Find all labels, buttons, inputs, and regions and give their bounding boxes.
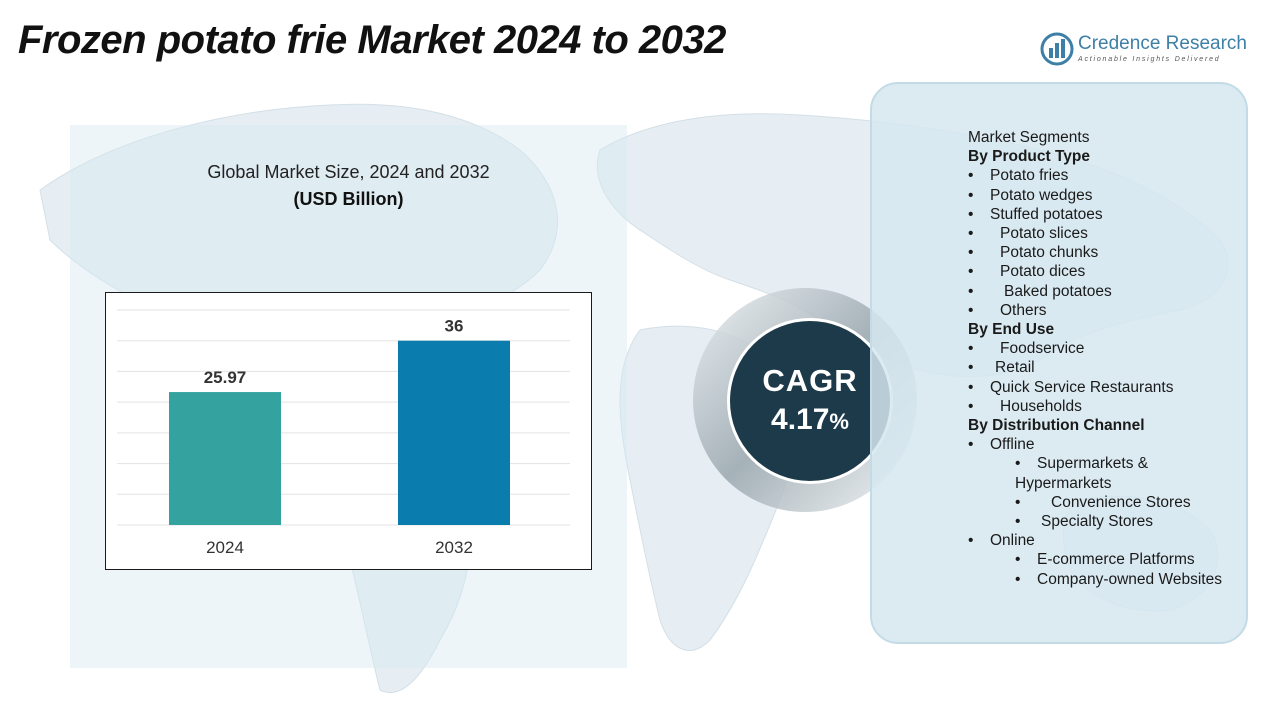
segments-list: Market Segments By Product Type • Potato f…: [968, 128, 1248, 589]
category-label-2024: 2024: [206, 538, 244, 557]
segment-item-label: Potato slices: [1000, 225, 1088, 243]
bullet-icon: •: [968, 167, 974, 185]
segment-item: • Baked potatoes: [968, 282, 1248, 301]
chart-panel: Global Market Size, 2024 and 2032 (USD B…: [70, 125, 627, 668]
segment-item: • Potato fries: [968, 166, 1248, 185]
segment-item: • Potato wedges: [968, 186, 1248, 205]
segment-subitem: • Company-owned Websites: [968, 570, 1230, 589]
segment-item-label: Offline: [990, 436, 1035, 454]
segment-subitem: • Convenience Stores: [968, 493, 1230, 512]
value-label-2032: 36: [445, 317, 464, 336]
bullet-icon: •: [968, 340, 974, 358]
segment-item-label: Households: [1000, 397, 1082, 415]
bullet-icon: •: [1015, 570, 1021, 588]
brand-logo: Credence Research Actionable Insights De…: [1040, 30, 1255, 70]
segment-subitem: • Specialty Stores: [968, 512, 1230, 531]
segment-item-label: Specialty Stores: [1041, 513, 1153, 531]
segment-item: • Online: [968, 531, 1248, 550]
segment-item: • Foodservice: [968, 339, 1248, 358]
segment-item-label: Others: [1000, 301, 1047, 319]
bullet-icon: •: [968, 186, 974, 204]
segment-item: • Potato dices: [968, 262, 1248, 281]
bullet-icon: •: [968, 378, 974, 396]
segment-item: • Potato slices: [968, 224, 1248, 243]
bullet-icon: •: [968, 244, 974, 262]
bullet-icon: •: [968, 225, 974, 243]
segment-item-label: Retail: [995, 359, 1035, 377]
segments-header: Market Segments: [968, 129, 1090, 146]
segment-item: • Stuffed potatoes: [968, 205, 1248, 224]
segment-subitem: • E-commerce Platforms: [968, 550, 1230, 569]
bullet-icon: •: [968, 532, 974, 550]
cagr-number: 4.17: [771, 403, 830, 436]
bar-chart: 25.97 36 2024 2032: [105, 292, 592, 570]
segment-item-label: Potato wedges: [990, 186, 1093, 204]
segment-item-label: Stuffed potatoes: [990, 205, 1103, 223]
cagr-percent: %: [829, 409, 849, 434]
segment-subitem: • Supermarkets & Hypermarkets: [968, 454, 1230, 492]
logo-tagline: Actionable Insights Delivered: [1078, 56, 1221, 63]
bars: [169, 340, 510, 525]
bullet-icon: •: [968, 282, 974, 300]
segment-item: • Offline: [968, 435, 1248, 454]
segment-item: • Potato chunks: [968, 243, 1248, 262]
value-labels: 25.97 36: [204, 317, 464, 387]
segment-item-label: Company-owned Websites: [1037, 570, 1222, 588]
segment-item-label: Baked potatoes: [1004, 282, 1112, 300]
segment-item-label: Convenience Stores: [1051, 493, 1191, 511]
segment-item-label: Potato chunks: [1000, 244, 1099, 262]
bullet-icon: •: [1015, 513, 1021, 531]
segment-group-heading: By Product Type: [968, 148, 1091, 166]
segment-group-heading: By End Use: [968, 321, 1055, 339]
segment-item-label: Online: [990, 532, 1035, 550]
segment-item-label: Foodservice: [1000, 340, 1085, 358]
bullet-icon: •: [1015, 551, 1021, 569]
cagr-label: CAGR: [762, 363, 858, 398]
value-label-2024: 25.97: [204, 368, 247, 387]
segment-item: • Others: [968, 301, 1248, 320]
bullet-icon: •: [968, 263, 974, 281]
segment-item-label: Potato fries: [990, 167, 1069, 185]
bullet-icon: •: [968, 301, 974, 319]
bullet-icon: •: [968, 397, 974, 415]
bar-2024: [169, 392, 281, 525]
segment-item: • Households: [968, 397, 1248, 416]
category-label-2032: 2032: [435, 538, 473, 557]
segment-item: • Retail: [968, 358, 1248, 377]
logo-name: Credence Research: [1078, 33, 1247, 54]
segment-item: • Quick Service Restaurants: [968, 378, 1248, 397]
bullet-icon: •: [968, 359, 974, 377]
cagr-badge: CAGR 4.17%: [727, 318, 893, 484]
category-labels: 2024 2032: [206, 538, 473, 557]
bullet-icon: •: [968, 205, 974, 223]
segment-group-heading: By Distribution Channel: [968, 417, 1145, 435]
bullet-icon: •: [968, 436, 974, 454]
bullet-icon: •: [1015, 493, 1021, 511]
cagr-value: 4.17%: [730, 403, 890, 437]
segment-item-label: E-commerce Platforms: [1037, 551, 1195, 569]
bar-2032: [398, 340, 510, 525]
segment-item-label: Supermarkets & Hypermarkets: [1015, 455, 1149, 492]
chart-unit: (USD Billion): [293, 189, 404, 209]
credence-logo-icon: [1040, 32, 1074, 66]
segments-panel: Market Segments By Product Type • Potato f…: [870, 82, 1248, 644]
page-title: Frozen potato frie Market 2024 to 2032: [18, 18, 726, 62]
bullet-icon: •: [1015, 455, 1021, 473]
segment-item-label: Potato dices: [1000, 263, 1086, 281]
chart-title: Global Market Size, 2024 and 2032: [207, 162, 490, 182]
segment-item-label: Quick Service Restaurants: [990, 378, 1174, 396]
